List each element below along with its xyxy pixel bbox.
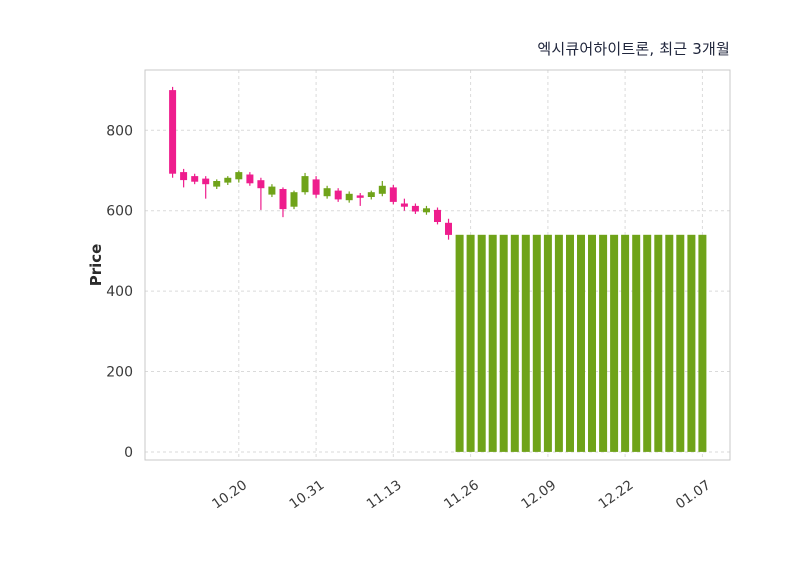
candle-down <box>246 172 254 186</box>
flat-price-bar <box>665 234 674 452</box>
flat-price-bar <box>566 234 574 452</box>
y-tick-label: 0 <box>124 445 133 461</box>
candle-down <box>411 203 419 214</box>
candle-down <box>312 176 320 198</box>
candle-up <box>323 185 331 199</box>
chart-title: 엑시큐어하이트론, 최근 3개월 <box>537 40 730 58</box>
candle-down <box>434 207 441 225</box>
flat-price-bar <box>532 234 541 452</box>
flat-price-bar <box>643 234 652 452</box>
flat-price-bar <box>654 234 663 452</box>
flat-price-bar <box>455 234 464 452</box>
flat-price-bar <box>510 234 519 452</box>
flat-price-bar <box>599 234 608 452</box>
flat-price-bar <box>521 234 530 452</box>
flat-price-bar <box>499 234 508 452</box>
candle-down <box>334 188 342 202</box>
candle-down <box>400 198 408 211</box>
flat-price-bar <box>698 234 707 452</box>
x-tick-label: 11.26 <box>441 477 482 512</box>
candle-down <box>169 86 177 178</box>
x-tick-label: 10.20 <box>209 477 250 512</box>
flat-price-bar <box>621 234 630 452</box>
flat-price-bar <box>477 234 486 452</box>
flat-price-bar <box>632 234 641 452</box>
candle-down <box>389 184 397 205</box>
candle-down <box>202 176 210 199</box>
y-tick-label: 200 <box>106 365 133 381</box>
candle-up <box>290 190 298 210</box>
y-tick-label: 800 <box>106 123 133 139</box>
y-axis-label: Price <box>87 243 105 287</box>
candle-up <box>235 170 243 183</box>
candle-down <box>257 177 265 210</box>
candle-down <box>279 187 287 218</box>
candle-down <box>445 218 452 240</box>
flat-price-bar <box>577 234 585 452</box>
x-tick-label: 01.07 <box>673 477 714 512</box>
plot-border <box>144 69 731 461</box>
x-tick-label: 10.31 <box>287 477 328 512</box>
y-tick-label: 600 <box>106 204 133 220</box>
flat-price-bar <box>466 234 475 452</box>
flat-price-bar <box>676 234 685 452</box>
y-tick-label: 400 <box>106 284 133 300</box>
x-tick-label: 12.09 <box>518 477 559 512</box>
candle-down <box>356 193 364 206</box>
flat-price-bar <box>488 234 497 452</box>
flat-price-bar <box>588 234 596 452</box>
candle-down <box>180 168 188 188</box>
flat-price-bar <box>554 234 563 452</box>
candle-up <box>213 179 221 190</box>
candle-up <box>423 205 430 215</box>
flat-price-bar <box>543 234 552 452</box>
candle-up <box>224 176 232 185</box>
flat-price-bar <box>687 234 696 452</box>
candle-up <box>345 191 353 203</box>
x-tick-label: 11.13 <box>364 477 405 512</box>
candle-up <box>301 172 309 195</box>
candle-up <box>268 184 276 198</box>
candle-up <box>378 180 386 197</box>
flat-price-bar <box>610 234 619 452</box>
candle-down <box>191 173 199 185</box>
x-tick-label: 12.22 <box>596 477 637 512</box>
candle-up <box>367 190 375 200</box>
